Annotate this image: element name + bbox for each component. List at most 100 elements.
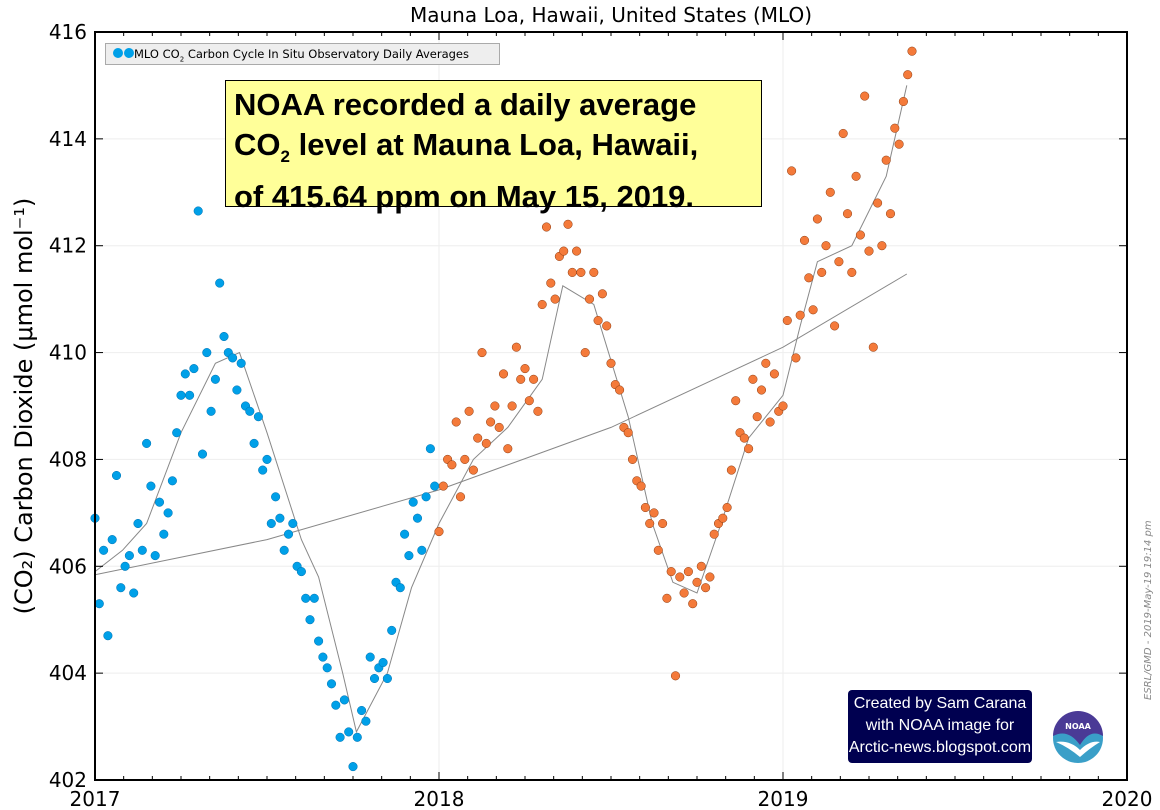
data-point xyxy=(653,545,663,555)
data-point xyxy=(365,652,375,662)
data-point xyxy=(111,470,122,481)
data-point xyxy=(688,599,698,609)
data-point xyxy=(903,70,913,80)
legend-marker-icon xyxy=(124,48,134,58)
y-tick-label: 406 xyxy=(49,554,87,578)
data-point xyxy=(580,348,590,358)
data-point xyxy=(662,593,672,603)
data-point xyxy=(395,583,405,593)
data-point xyxy=(120,561,130,571)
data-point xyxy=(408,497,418,507)
data-point xyxy=(404,551,414,561)
legend-marker-icon xyxy=(113,48,123,58)
data-point xyxy=(99,545,109,555)
data-point xyxy=(722,502,732,513)
data-point xyxy=(301,593,311,603)
data-point xyxy=(245,406,255,416)
data-point xyxy=(159,529,169,539)
data-point xyxy=(503,444,513,454)
x-tick-label: 2019 xyxy=(758,787,809,810)
data-point xyxy=(154,497,165,507)
data-point xyxy=(533,406,543,416)
data-point xyxy=(382,673,392,684)
data-point xyxy=(761,358,771,368)
y-tick-label: 412 xyxy=(49,234,87,258)
data-point xyxy=(477,348,487,358)
y-tick-label: 402 xyxy=(49,768,87,792)
data-point xyxy=(627,454,638,464)
y-tick-label: 416 xyxy=(49,20,87,44)
data-point xyxy=(210,374,220,384)
data-point xyxy=(322,663,332,673)
data-point xyxy=(498,369,509,379)
data-point xyxy=(262,454,272,464)
data-point xyxy=(778,401,788,411)
data-point xyxy=(821,241,831,251)
data-point xyxy=(434,527,444,537)
data-point xyxy=(645,518,655,529)
data-point xyxy=(576,267,586,277)
data-point xyxy=(838,128,848,139)
data-point xyxy=(731,396,741,406)
data-point xyxy=(567,267,577,277)
seasonal-curve xyxy=(94,85,908,734)
data-point xyxy=(744,444,754,454)
data-point xyxy=(516,374,526,384)
data-point xyxy=(236,358,246,368)
data-point xyxy=(636,481,646,491)
data-point xyxy=(739,433,749,443)
legend: MLO CO2 Carbon Cycle In Situ Observatory… xyxy=(105,43,500,65)
data-point xyxy=(305,615,315,625)
data-point xyxy=(176,390,186,400)
data-point xyxy=(219,331,229,342)
y-tick-label: 404 xyxy=(49,661,87,685)
data-point xyxy=(344,727,354,737)
data-point xyxy=(546,278,556,288)
data-point xyxy=(326,679,337,689)
data-point xyxy=(520,364,530,374)
data-point xyxy=(851,171,861,181)
y-axis-label: (CO₂) Carbon Dioxide (μmol mol⁻¹) xyxy=(10,198,38,615)
credit-line-1: Created by Sam Carana xyxy=(853,695,1027,712)
data-point xyxy=(94,599,104,609)
data-point xyxy=(756,385,767,395)
data-point xyxy=(615,385,625,395)
data-point xyxy=(464,406,474,416)
data-point xyxy=(253,412,263,422)
data-point xyxy=(795,310,805,320)
data-point xyxy=(490,401,500,411)
data-point xyxy=(206,406,216,416)
data-point xyxy=(412,513,423,523)
data-point xyxy=(864,246,874,256)
data-point xyxy=(352,732,362,742)
data-point xyxy=(400,529,410,539)
data-point xyxy=(279,545,289,555)
data-point xyxy=(524,396,534,406)
data-point xyxy=(860,91,870,101)
data-point xyxy=(873,198,883,208)
chart-title: Mauna Loa, Hawaii, United States (MLO) xyxy=(410,3,812,27)
annotation-box: NOAA recorded a daily average CO2 level … xyxy=(225,80,762,214)
data-point xyxy=(486,417,496,427)
data-point xyxy=(830,321,840,331)
data-point xyxy=(335,732,345,742)
data-point xyxy=(180,369,190,379)
data-point xyxy=(709,529,719,539)
y-tick-label: 414 xyxy=(49,127,87,151)
data-point xyxy=(692,577,702,587)
data-point xyxy=(529,374,539,384)
data-point xyxy=(597,289,607,299)
data-point xyxy=(361,716,371,726)
y-tick-label: 410 xyxy=(49,341,87,365)
data-point xyxy=(331,700,341,710)
data-point xyxy=(748,374,758,384)
data-point xyxy=(593,315,603,326)
data-point xyxy=(683,567,693,577)
y-tick-label: 408 xyxy=(49,447,87,471)
data-point xyxy=(232,385,242,395)
trend-curve xyxy=(94,273,908,576)
ticks: 402 404 406 408 410 412 414 416 2017 2018 2019 2020 xyxy=(49,20,1153,810)
data-point xyxy=(537,299,547,310)
data-point xyxy=(649,508,659,518)
legend-label: MLO CO2 Carbon Cycle In Situ Observatory… xyxy=(134,47,469,64)
